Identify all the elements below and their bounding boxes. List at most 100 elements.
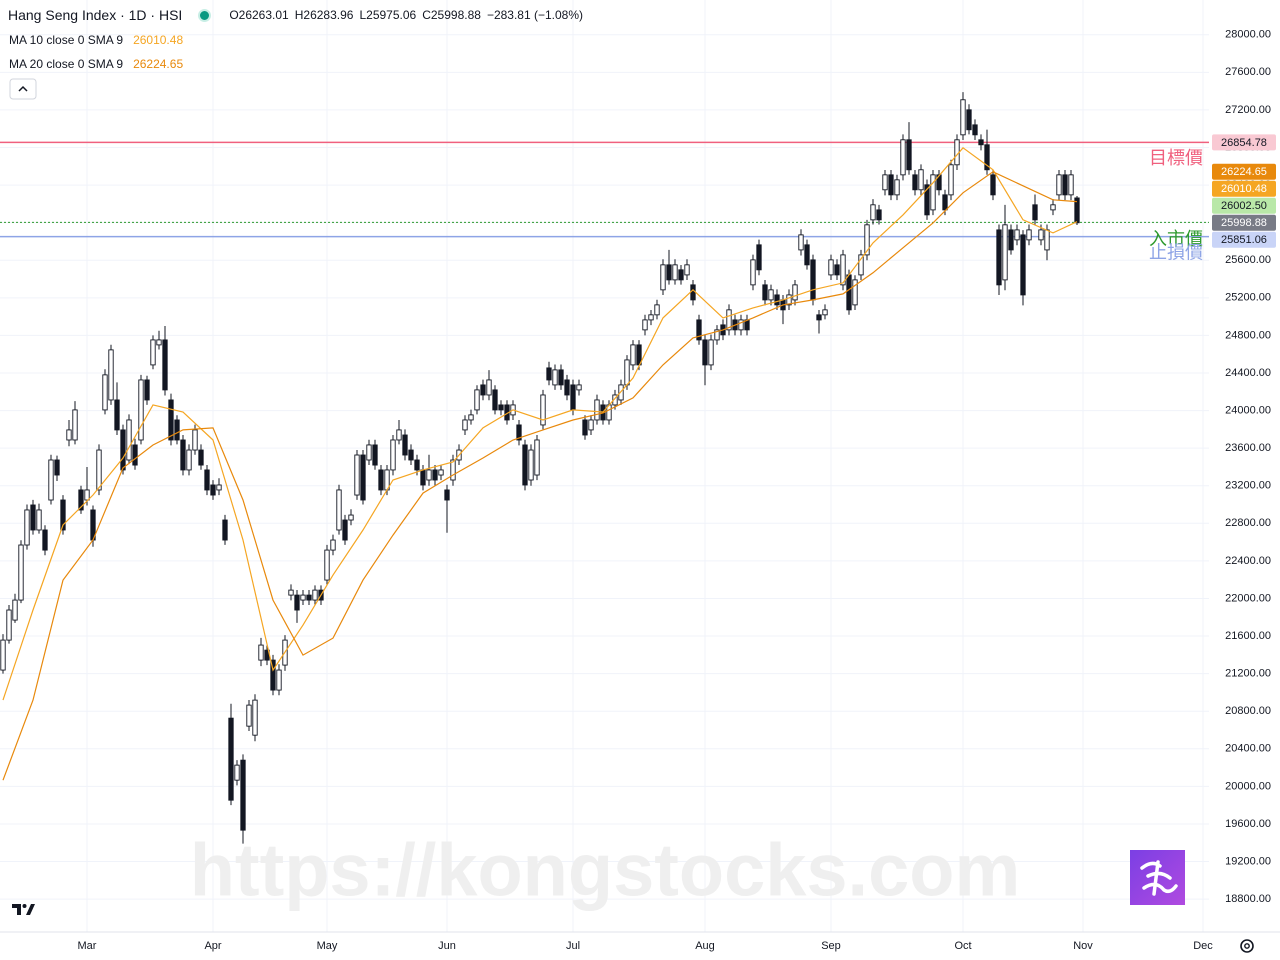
symbol-title: Hang Seng Index · 1D · HSI <box>8 7 183 23</box>
ohlc-value: 25975.06 <box>366 8 417 22</box>
candle-body <box>810 259 816 301</box>
candle-body <box>522 444 528 486</box>
candle-body <box>408 449 414 461</box>
candle-body <box>24 509 30 546</box>
y-tick-label: 21600.00 <box>1225 630 1271 642</box>
candle-body <box>378 469 384 491</box>
candle-body <box>978 139 984 146</box>
candle-body <box>6 609 12 641</box>
candle-body <box>492 389 498 411</box>
y-tick-label: 24000.00 <box>1225 404 1271 416</box>
ohlc-item: H26283.96 <box>295 8 354 22</box>
candle-body <box>270 659 276 691</box>
y-tick-label: 25200.00 <box>1225 292 1271 304</box>
candle-body <box>30 504 36 531</box>
candle-body <box>138 379 144 441</box>
candle-body <box>534 439 540 476</box>
legend-name: MA 10 close 0 SMA 9 <box>9 33 124 47</box>
candle-body <box>540 394 546 426</box>
candle-body <box>594 399 600 421</box>
candle-body <box>552 369 558 386</box>
candle-body <box>516 424 522 441</box>
y-tick-label: 27200.00 <box>1225 104 1271 116</box>
candle-body <box>450 459 456 481</box>
x-tick-label: Mar <box>78 940 97 952</box>
candle-body <box>162 339 168 391</box>
candle-body <box>1038 229 1044 241</box>
settings-button[interactable] <box>1240 939 1254 953</box>
price-badge-label: 25998.88 <box>1221 217 1267 229</box>
x-tick-label: Oct <box>954 940 971 952</box>
candle-body <box>402 434 408 456</box>
header: Hang Seng Index · 1D · HSI O26263.01 H262… <box>8 7 583 23</box>
y-tick-label: 23200.00 <box>1225 480 1271 492</box>
candle-body <box>420 469 426 486</box>
candle-body <box>114 399 120 431</box>
y-tick-label: 22400.00 <box>1225 555 1271 567</box>
candle-body <box>672 264 678 281</box>
candle-body <box>1056 174 1062 196</box>
candle-body <box>294 594 300 611</box>
candle-body <box>708 339 714 366</box>
candle-body <box>822 309 828 316</box>
ohlc-letter: O <box>229 8 239 22</box>
candle-body <box>150 339 156 366</box>
x-tick-label: Sep <box>821 940 841 952</box>
legend-row: MA 20 close 0 SMA 9 26224.65 <box>9 57 183 71</box>
price-badge <box>1212 180 1276 197</box>
candle-body <box>78 489 84 511</box>
legend-value: 26224.65 <box>133 57 184 71</box>
price-badge <box>1212 214 1276 231</box>
candle-body <box>0 639 6 671</box>
x-tick-label: Nov <box>1073 940 1093 952</box>
candle-body <box>438 469 444 476</box>
candle-body <box>414 459 420 471</box>
candle-body <box>1050 204 1056 211</box>
x-tick-label: Jul <box>566 940 580 952</box>
candle-body <box>432 469 438 481</box>
candle-body <box>1020 234 1026 296</box>
price-badges: 26854.78 26224.65 26010.48 26002.50 25998.88… <box>1212 134 1276 248</box>
collapse-button[interactable] <box>9 78 37 100</box>
candle-body <box>66 429 72 441</box>
candle-body <box>930 174 936 211</box>
candle-body <box>228 717 234 801</box>
candle-body <box>1044 229 1050 251</box>
candle-body <box>624 359 630 386</box>
candle-body <box>102 374 108 411</box>
candle-body <box>966 109 972 131</box>
candle-body <box>642 319 648 331</box>
candle-body <box>996 229 1002 286</box>
y-tick-label: 22800.00 <box>1225 517 1271 529</box>
candle-body <box>54 459 60 476</box>
candle-body <box>588 419 594 431</box>
ohlc-letter: L <box>359 8 367 22</box>
candle-body <box>372 444 378 466</box>
candle-body <box>756 244 762 271</box>
candle-body <box>660 264 666 291</box>
candle-body <box>72 409 78 441</box>
y-tick-label: 20000.00 <box>1225 780 1271 792</box>
candle-body <box>684 264 690 276</box>
axes: 18800.00 19200.00 19600.00 20000.00 20400.00… <box>78 29 1271 952</box>
candle-body <box>798 234 804 251</box>
y-tick-label: 27600.00 <box>1225 66 1271 78</box>
ohlc-item: L25975.06 <box>359 8 416 22</box>
candle-body <box>246 704 252 727</box>
candle-body <box>882 174 888 191</box>
ma-line <box>2 146 1078 701</box>
candle-body <box>276 669 282 691</box>
plot-area <box>0 92 1209 844</box>
candle-body <box>906 139 912 171</box>
price-badge-label: 26010.48 <box>1221 183 1267 195</box>
price-badge <box>1212 231 1276 248</box>
candle-body <box>960 99 966 136</box>
candle-body <box>108 349 114 401</box>
candle-body <box>654 304 660 316</box>
candle-body <box>876 209 882 221</box>
x-tick-label: May <box>317 940 338 952</box>
ohlc-value: 25998.88 <box>430 8 481 22</box>
price-badge <box>1212 134 1276 151</box>
candle-body <box>558 369 564 386</box>
